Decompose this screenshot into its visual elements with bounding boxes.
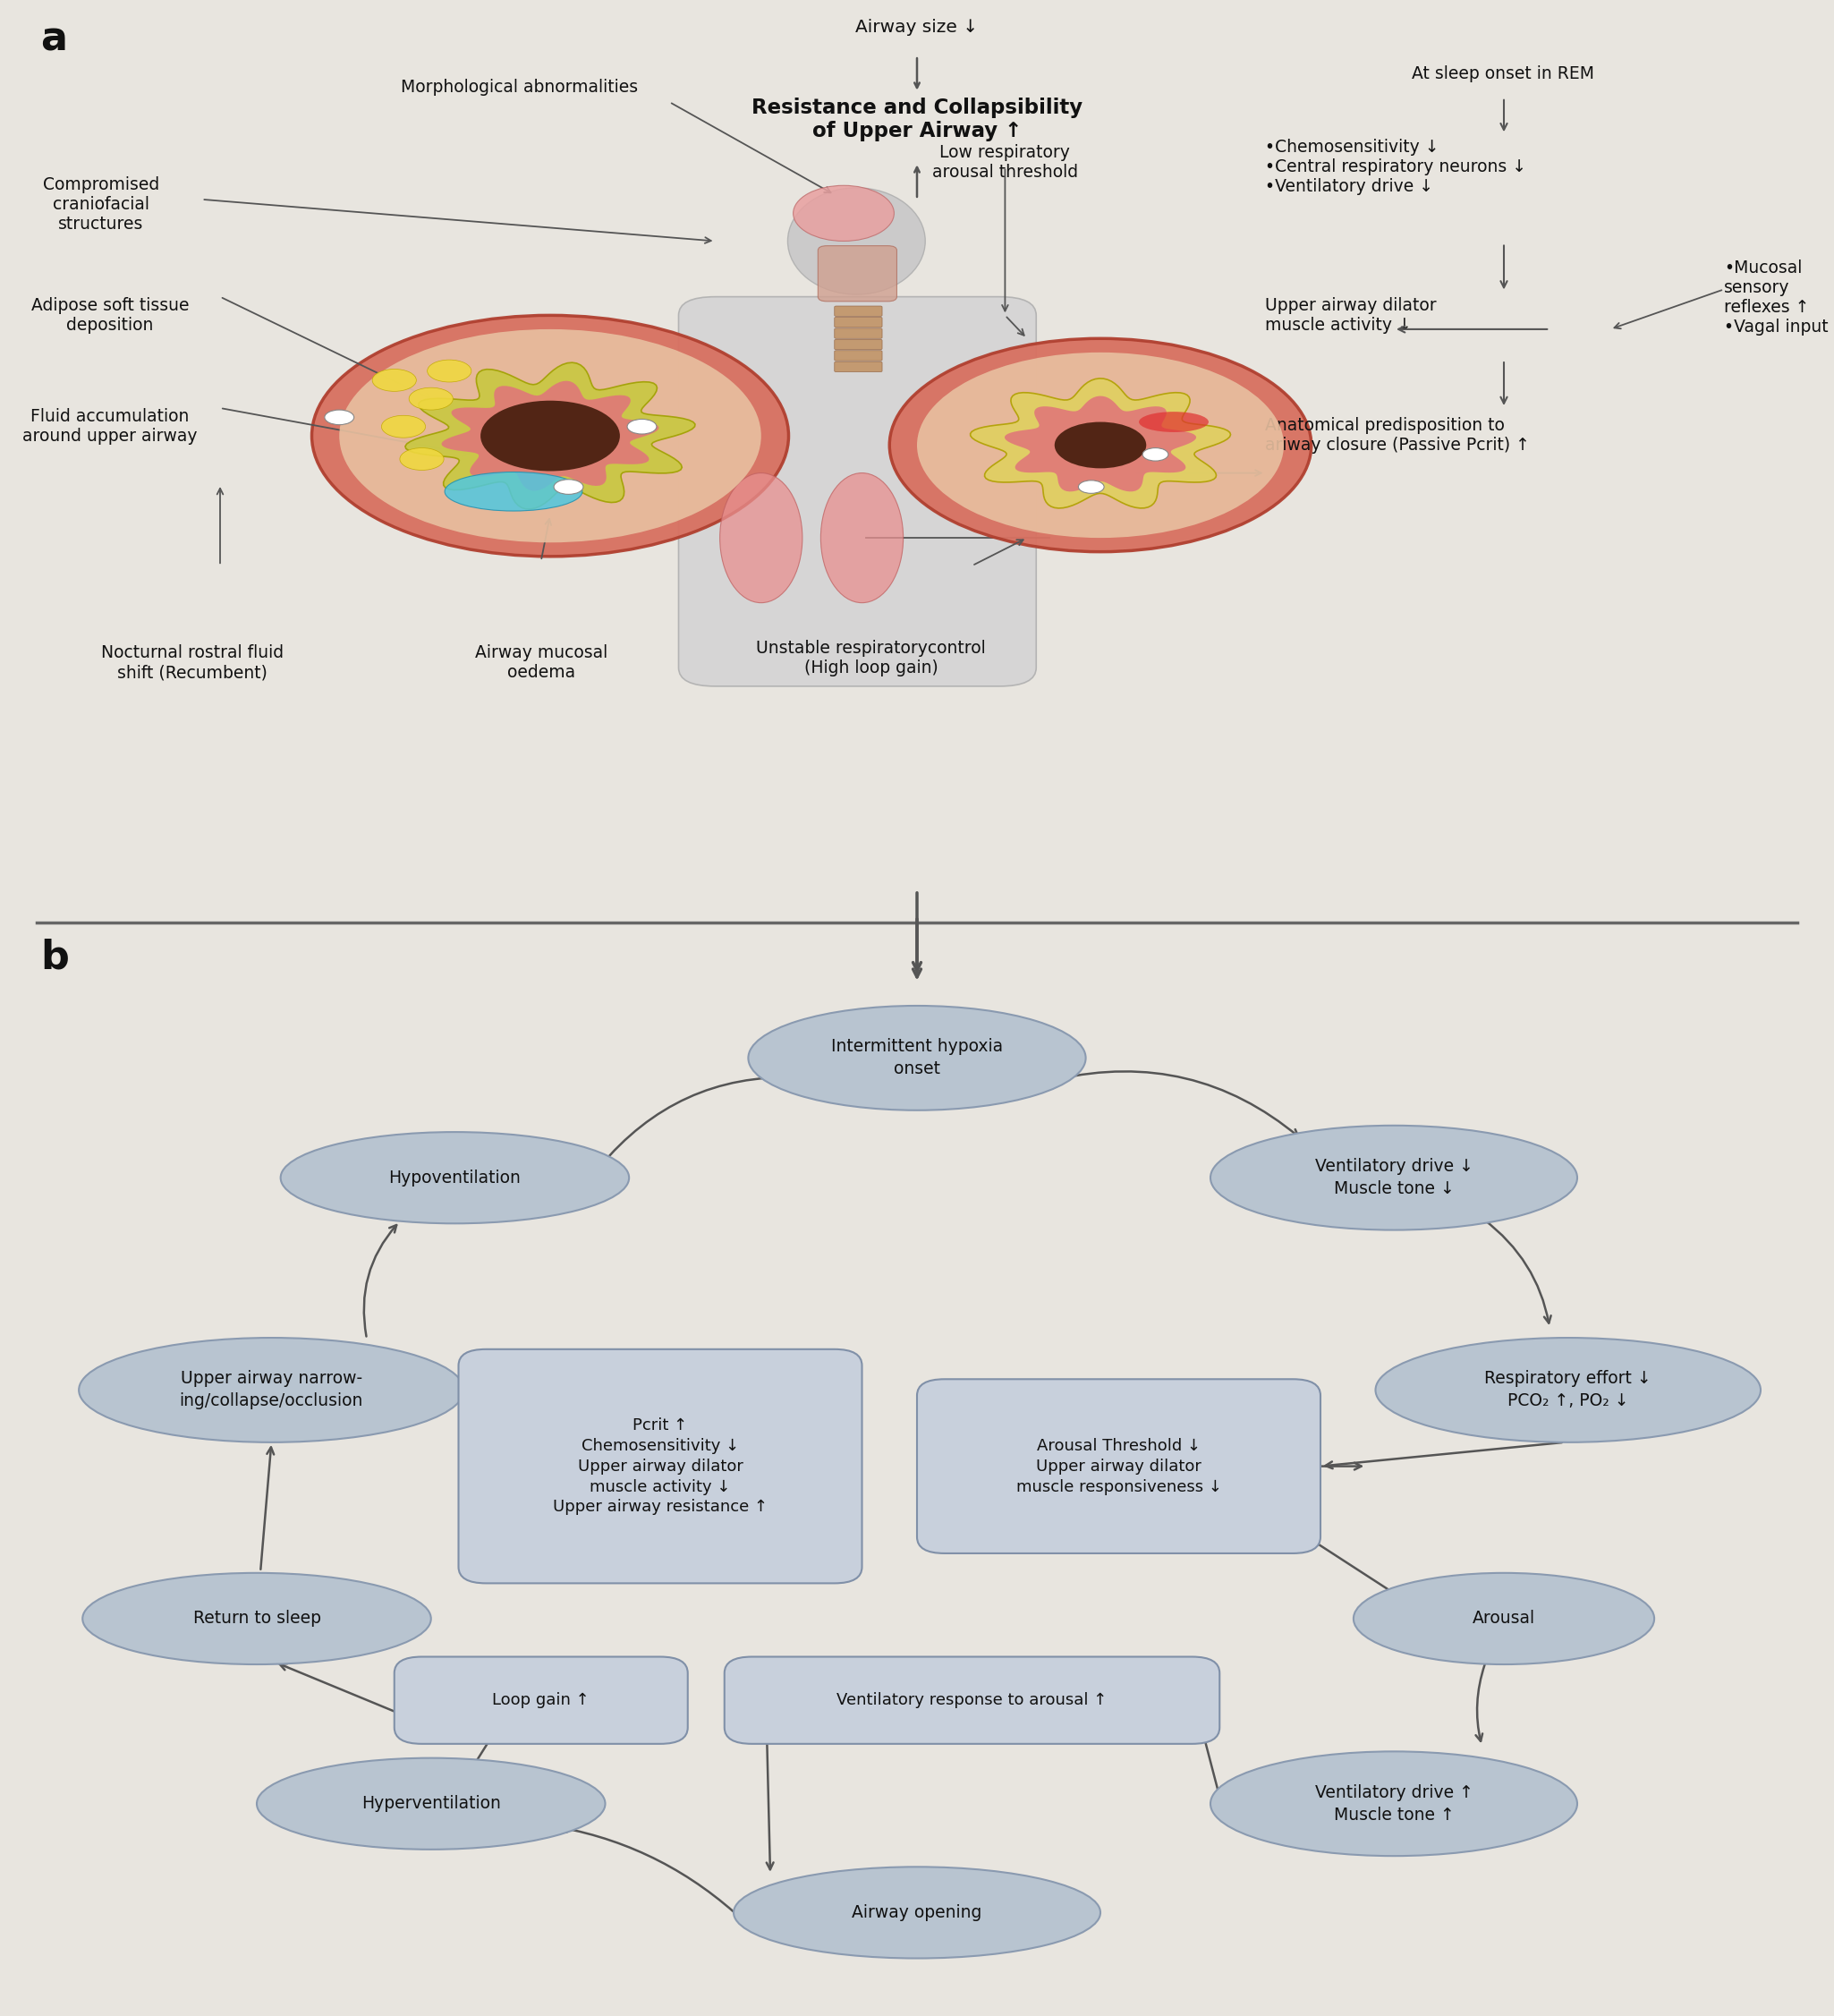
Circle shape [889, 339, 1311, 552]
Text: a: a [40, 20, 68, 58]
Ellipse shape [257, 1758, 605, 1849]
Text: Morphological abnormalities: Morphological abnormalities [400, 79, 638, 95]
FancyBboxPatch shape [834, 317, 882, 327]
Circle shape [400, 448, 444, 470]
Circle shape [917, 353, 1284, 538]
Ellipse shape [1139, 411, 1209, 431]
Text: Airway size ↓: Airway size ↓ [856, 18, 978, 36]
Text: Intermittent hypoxia
onset: Intermittent hypoxia onset [831, 1038, 1003, 1079]
Text: Resistance and Collapsibility
of Upper Airway ↑: Resistance and Collapsibility of Upper A… [752, 97, 1082, 141]
Circle shape [1078, 480, 1104, 494]
FancyBboxPatch shape [917, 1379, 1320, 1552]
Circle shape [627, 419, 657, 433]
Circle shape [381, 415, 425, 437]
FancyBboxPatch shape [834, 361, 882, 371]
Text: Ventilatory response to arousal ↑: Ventilatory response to arousal ↑ [836, 1691, 1108, 1708]
Ellipse shape [748, 1006, 1086, 1111]
FancyBboxPatch shape [818, 246, 897, 300]
Ellipse shape [1210, 1752, 1577, 1857]
Circle shape [409, 387, 453, 409]
Text: Arousal Threshold ↓
Upper airway dilator
muscle responsiveness ↓: Arousal Threshold ↓ Upper airway dilator… [1016, 1437, 1221, 1494]
Text: Loop gain ↑: Loop gain ↑ [492, 1691, 591, 1708]
Ellipse shape [792, 185, 895, 242]
Text: Ventilatory drive ↑
Muscle tone ↑: Ventilatory drive ↑ Muscle tone ↑ [1315, 1784, 1473, 1822]
Ellipse shape [444, 472, 581, 510]
Text: Upper airway narrow-
ing/collapse/occlusion: Upper airway narrow- ing/collapse/occlus… [180, 1371, 363, 1409]
Text: •Mucosal
sensory
reflexes ↑
•Vagal input ↑: •Mucosal sensory reflexes ↑ •Vagal input… [1724, 260, 1834, 337]
Text: Respiratory effort ↓
PCO₂ ↑, PO₂ ↓: Respiratory effort ↓ PCO₂ ↑, PO₂ ↓ [1484, 1371, 1652, 1409]
Text: Airway opening: Airway opening [853, 1903, 981, 1921]
Ellipse shape [789, 187, 924, 294]
Ellipse shape [719, 474, 803, 603]
Circle shape [1143, 448, 1168, 462]
FancyBboxPatch shape [834, 339, 882, 349]
Ellipse shape [1210, 1125, 1577, 1230]
Circle shape [481, 401, 620, 472]
Text: Anatomical predisposition to
ariway closure (Passive Pcrit) ↑: Anatomical predisposition to ariway clos… [1265, 417, 1530, 454]
Ellipse shape [1353, 1572, 1654, 1665]
Text: Unstable respiratorycontrol
(High loop gain): Unstable respiratorycontrol (High loop g… [756, 639, 987, 677]
FancyBboxPatch shape [724, 1657, 1220, 1744]
FancyBboxPatch shape [458, 1349, 862, 1583]
Text: At sleep onset in REM: At sleep onset in REM [1412, 65, 1596, 83]
Text: •Chemosensitivity ↓
•Central respiratory neurons ↓
•Ventilatory drive ↓: •Chemosensitivity ↓ •Central respiratory… [1265, 139, 1526, 196]
Text: Pcrit ↑
Chemosensitivity ↓
Upper airway dilator
muscle activity ↓
Upper airway r: Pcrit ↑ Chemosensitivity ↓ Upper airway … [552, 1417, 768, 1516]
FancyBboxPatch shape [834, 329, 882, 339]
Text: Ventilatory drive ↓
Muscle tone ↓: Ventilatory drive ↓ Muscle tone ↓ [1315, 1157, 1473, 1198]
Text: Hypoventilation: Hypoventilation [389, 1169, 521, 1185]
Polygon shape [970, 379, 1231, 508]
Text: Airway mucosal
oedema: Airway mucosal oedema [475, 645, 607, 681]
Polygon shape [1005, 395, 1196, 492]
Circle shape [312, 314, 789, 556]
Text: Compromised
craniofacial
structures: Compromised craniofacial structures [42, 175, 160, 232]
Ellipse shape [822, 474, 902, 603]
Text: Low respiratory
arousal threshold: Low respiratory arousal threshold [932, 143, 1078, 179]
Circle shape [427, 359, 471, 383]
Text: Fluid accumulation
around upper airway: Fluid accumulation around upper airway [22, 407, 198, 446]
Ellipse shape [734, 1867, 1100, 1958]
Text: Hyperventilation: Hyperventilation [361, 1794, 501, 1812]
Text: Nocturnal rostral fluid
shift (Recumbent): Nocturnal rostral fluid shift (Recumbent… [101, 645, 284, 681]
Ellipse shape [281, 1133, 629, 1224]
Circle shape [339, 329, 761, 542]
Polygon shape [442, 381, 658, 490]
Text: Return to sleep: Return to sleep [193, 1611, 321, 1627]
Circle shape [325, 409, 354, 425]
Circle shape [1055, 421, 1146, 468]
Circle shape [372, 369, 416, 391]
Polygon shape [405, 363, 695, 510]
Ellipse shape [83, 1572, 431, 1665]
Ellipse shape [1376, 1339, 1761, 1441]
FancyBboxPatch shape [394, 1657, 688, 1744]
FancyBboxPatch shape [834, 351, 882, 361]
Text: b: b [40, 937, 70, 976]
Text: Upper airway dilator
muscle activity ↓: Upper airway dilator muscle activity ↓ [1265, 296, 1436, 333]
Text: Arousal: Arousal [1473, 1611, 1535, 1627]
FancyBboxPatch shape [834, 306, 882, 317]
Text: Adipose soft tissue
deposition: Adipose soft tissue deposition [31, 296, 189, 333]
Circle shape [554, 480, 583, 494]
FancyBboxPatch shape [679, 296, 1036, 685]
Ellipse shape [79, 1339, 464, 1441]
